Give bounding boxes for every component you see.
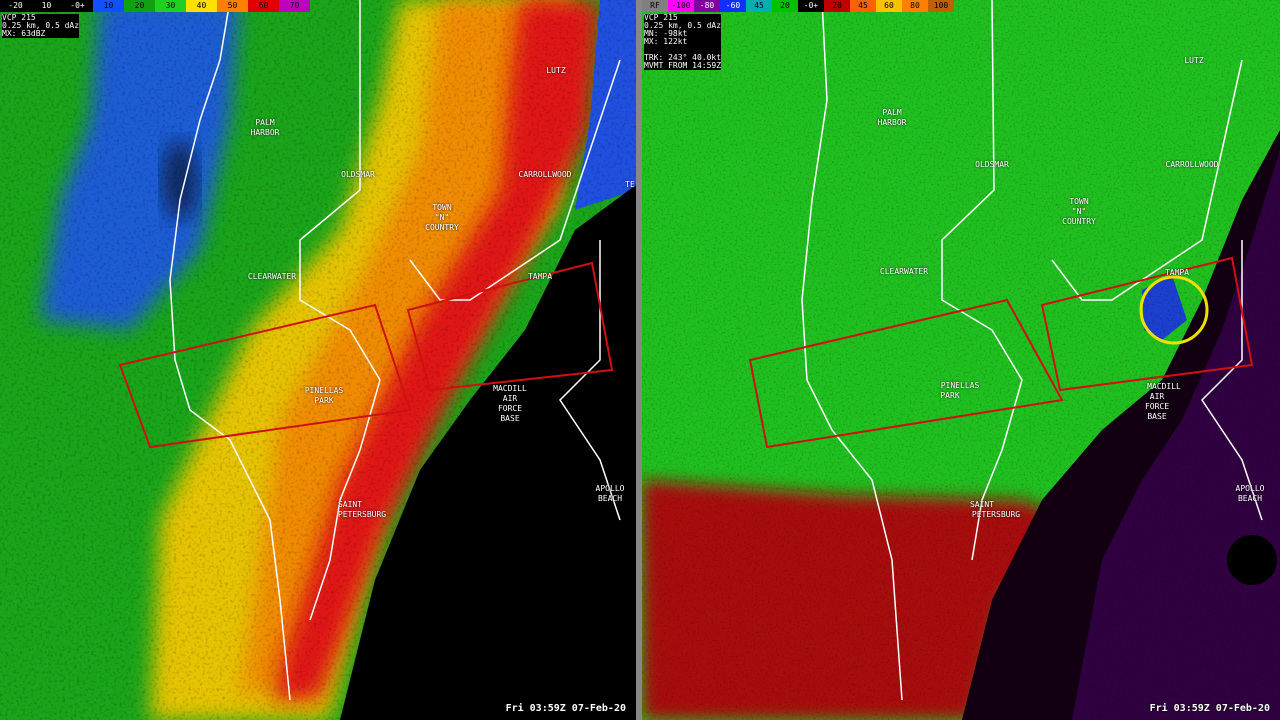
place-label: TE <box>625 180 635 189</box>
place-label: BEACH <box>597 494 623 503</box>
scale-label: -80 <box>694 0 720 12</box>
place-label: APOLLO <box>1235 484 1265 493</box>
velocity-panel: RF -100 -80 -60 45 20 -0+ 20 45 60 80 100 VCP 215 0.… <box>642 0 1280 720</box>
place-label: CARROLLWOOD <box>1165 160 1219 169</box>
place-label: AIR <box>502 394 518 403</box>
info-line: MN: -98kt <box>644 30 722 38</box>
place-label: MACDILL <box>1147 382 1181 391</box>
place-label: OLDSMAR <box>341 170 375 179</box>
scale-label: -0+ <box>62 0 93 12</box>
scale-label: 20 <box>772 0 798 12</box>
scale-label: -60 <box>720 0 746 12</box>
info-line: TRK: 243° 40.0kt <box>644 53 722 62</box>
info-line: VCP 215 <box>644 14 722 22</box>
scale-label: 40 <box>186 0 217 12</box>
place-label: BEACH <box>1237 494 1263 503</box>
info-line: MVMT FROM 14:59Z <box>644 61 722 70</box>
info-line <box>644 46 722 54</box>
place-label: PALM <box>882 108 902 117</box>
timestamp: Fri 03:59Z 07-Feb-20 <box>1149 703 1270 714</box>
place-label: PETERSBURG <box>971 510 1021 519</box>
scale-label: 45 <box>850 0 876 12</box>
place-label: BASE <box>1147 412 1167 421</box>
place-label: OLDSMAR <box>975 160 1009 169</box>
scale-label: 60 <box>248 0 279 12</box>
scale-label: 100 <box>928 0 954 12</box>
reflectivity-map <box>0 0 636 720</box>
place-label: TOWN <box>1069 197 1089 206</box>
color-scale: -20 10 -0+ 10 20 30 40 50 60 70 <box>0 0 310 12</box>
place-label: TAMPA <box>1164 268 1190 277</box>
scale-label: 60 <box>876 0 902 12</box>
place-label: FORCE <box>1144 402 1170 411</box>
scale-label: 45 <box>746 0 772 12</box>
scale-label: RF <box>642 0 668 12</box>
place-label: APOLLO <box>595 484 625 493</box>
place-label: CLEARWATER <box>247 272 297 281</box>
place-label: CARROLLWOOD <box>518 170 572 179</box>
place-label: LUTZ <box>546 66 566 75</box>
reflectivity-panel: -20 10 -0+ 10 20 30 40 50 60 70 VCP 215 0.25 km, 0… <box>0 0 636 720</box>
place-label: TOWN <box>432 203 452 212</box>
scale-label: 20 <box>124 0 155 12</box>
place-label: PALM <box>255 118 275 127</box>
place-label: COUNTRY <box>425 223 459 232</box>
timestamp: Fri 03:59Z 07-Feb-20 <box>505 703 626 714</box>
scale-label: 10 <box>31 0 62 12</box>
info-line: MX: 122kt <box>644 38 722 46</box>
color-scale: RF -100 -80 -60 45 20 -0+ 20 45 60 80 100 <box>642 0 954 12</box>
scale-label: -20 <box>0 0 31 12</box>
scale-label: 50 <box>217 0 248 12</box>
place-label: PINELLAS <box>304 386 344 395</box>
place-label: SAINT <box>337 500 363 509</box>
place-label: PARK <box>314 396 334 405</box>
scale-label: 70 <box>279 0 310 12</box>
place-label: AIR <box>1149 392 1165 401</box>
place-label: PARK <box>940 391 960 400</box>
place-label: HARBOR <box>250 128 280 137</box>
info-line: 0.25 km, 0.5 dAz <box>644 21 722 30</box>
info-line: 0.25 km, 0.5 dAz <box>2 21 80 30</box>
place-label: "N" <box>1071 207 1087 216</box>
scan-info: VCP 215 0.25 km, 0.5 dAz MN: -98kt MX: 122k… <box>644 14 722 70</box>
place-label: "N" <box>434 213 450 222</box>
place-label: LUTZ <box>1184 56 1204 65</box>
velocity-map <box>642 0 1280 720</box>
info-line: MX: 63dBZ <box>2 30 80 38</box>
place-label: COUNTRY <box>1062 217 1096 226</box>
divider <box>636 0 642 720</box>
scale-label: -0+ <box>798 0 824 12</box>
scale-label: 10 <box>93 0 124 12</box>
place-label: BASE <box>500 414 520 423</box>
scale-label: 30 <box>155 0 186 12</box>
place-label: PINELLAS <box>940 381 980 390</box>
scan-info: VCP 215 0.25 km, 0.5 dAz MX: 63dBZ <box>2 14 80 38</box>
info-line: VCP 215 <box>2 14 80 22</box>
scale-label: 80 <box>902 0 928 12</box>
place-label: PETERSBURG <box>337 510 387 519</box>
scale-label: 20 <box>824 0 850 12</box>
place-label: CLEARWATER <box>879 267 929 276</box>
place-label: SAINT <box>969 500 995 509</box>
place-label: MACDILL <box>493 384 527 393</box>
place-label: HARBOR <box>877 118 907 127</box>
place-label: FORCE <box>497 404 523 413</box>
place-label: TAMPA <box>527 272 553 281</box>
scale-label: -100 <box>668 0 694 12</box>
